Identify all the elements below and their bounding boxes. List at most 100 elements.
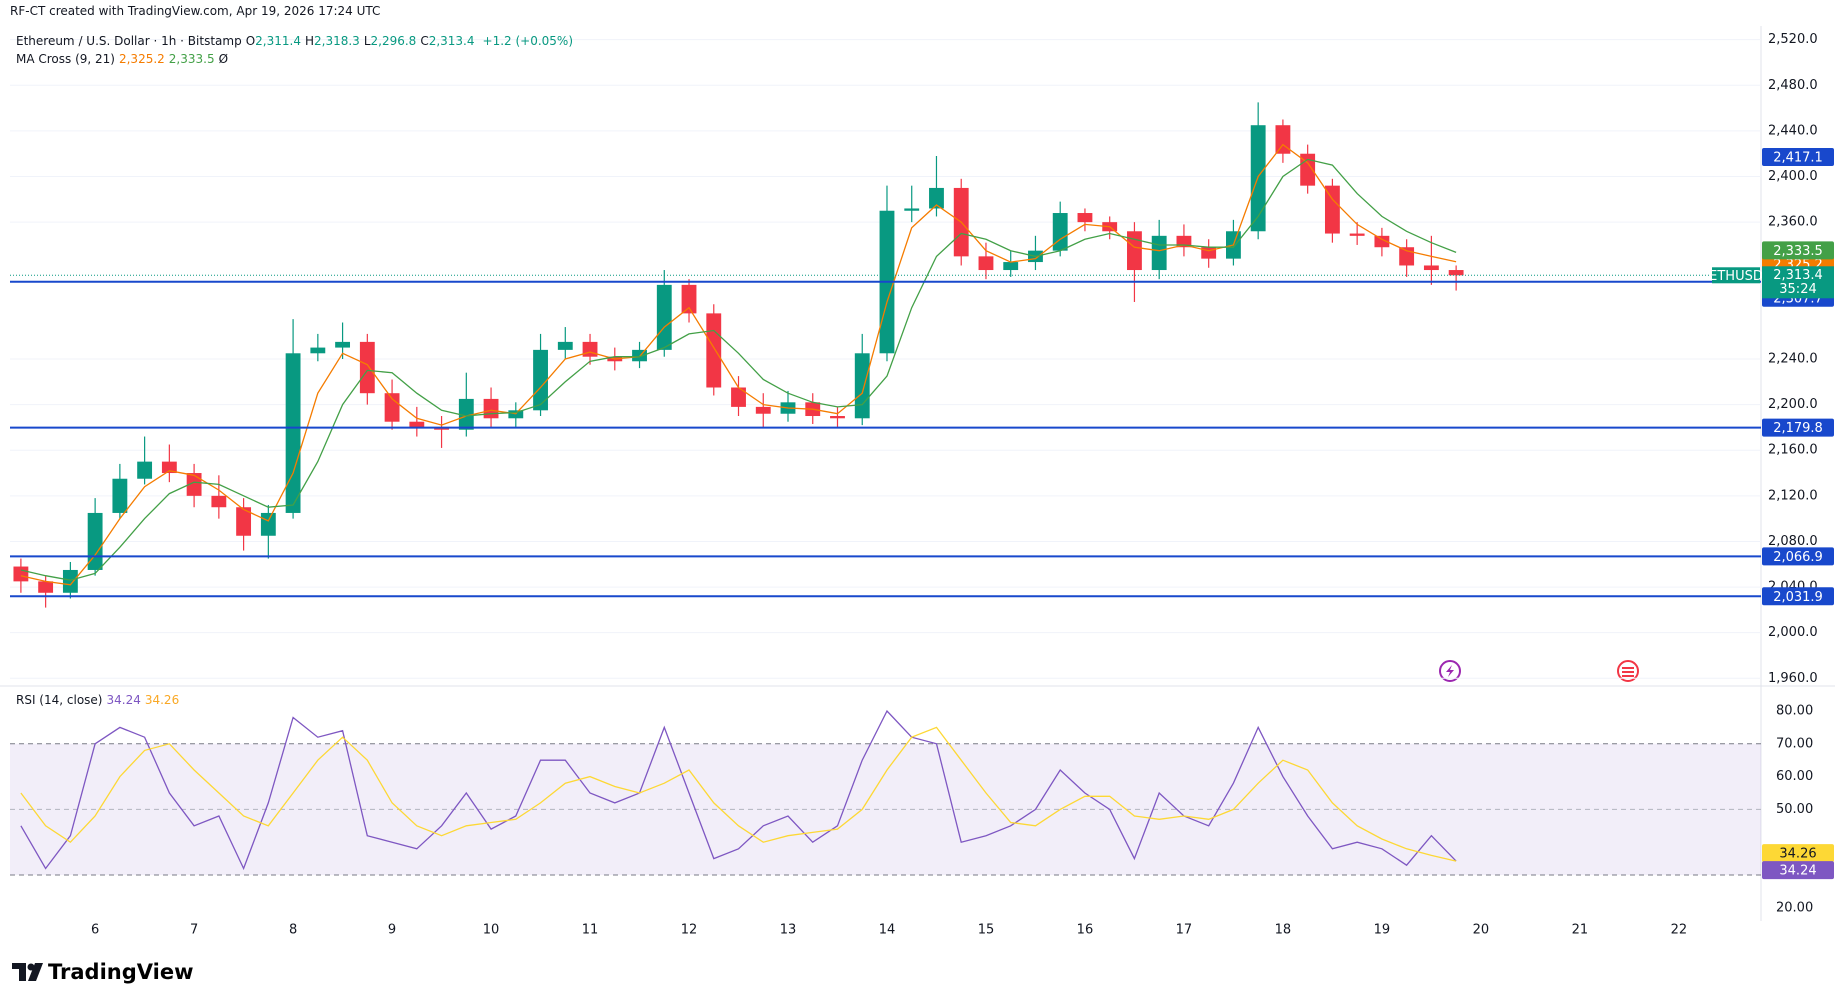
ohlc-value: 2,311.4 (255, 34, 301, 48)
y-tick-label: 2,240.0 (1768, 351, 1818, 366)
rsi-ma-value: 34.26 (144, 693, 180, 707)
x-tick-label: 11 (582, 923, 599, 938)
x-tick-label: 8 (289, 923, 297, 938)
candle-body (359, 341, 375, 394)
candle-body (483, 398, 499, 419)
candle-body (1399, 247, 1415, 266)
y-tick-label: 2,080.0 (1768, 534, 1818, 549)
candle-body (557, 341, 573, 350)
symbol-title: Ethereum / U.S. Dollar · 1h · Bitstamp (16, 34, 242, 48)
candle-body (458, 398, 474, 430)
candle-body (1003, 262, 1019, 271)
ohlc-value: 2,318.3 (314, 34, 360, 48)
ohlc-value: 2,313.4 (428, 34, 475, 48)
y-tick-label: 60.00 (1776, 769, 1813, 784)
candle-body (38, 581, 54, 593)
rsi-value: 34.24 (106, 693, 141, 707)
x-tick-label: 12 (681, 923, 698, 938)
y-tick-label: 2,000.0 (1768, 625, 1818, 640)
x-tick-label: 10 (483, 923, 500, 938)
price-label-box (1762, 587, 1834, 606)
change: +1.2 (+0.05%) (482, 34, 574, 48)
candle-body (260, 512, 276, 536)
price-label-box (1762, 148, 1834, 167)
rsi-title: RSI (14, close) (16, 693, 103, 707)
price-label: 34.26 (1779, 847, 1816, 862)
ohlc-value: 2,296.8 (370, 34, 417, 48)
price-label: 2,031.9 (1773, 590, 1823, 605)
x-tick-label: 13 (780, 923, 797, 938)
x-tick-label: 6 (91, 923, 99, 938)
ma-line (20, 158, 1457, 581)
candle-body (1324, 185, 1340, 234)
candle-body (1052, 213, 1068, 251)
candle-body (1176, 235, 1192, 248)
candle-body (533, 349, 548, 411)
ohlc-key: L (363, 34, 371, 48)
price-label-box (1762, 547, 1834, 566)
x-tick-label: 7 (190, 923, 198, 938)
price-label-box (1762, 861, 1834, 880)
ma-line (20, 143, 1457, 586)
candle-body (137, 461, 153, 479)
x-tick-label: 16 (1077, 923, 1094, 938)
candle-body (161, 461, 177, 474)
y-tick-label: 70.00 (1776, 736, 1813, 751)
x-tick-label: 22 (1671, 923, 1688, 938)
x-tick-label: 21 (1572, 923, 1589, 938)
candle-body (582, 341, 598, 357)
ma-fast-value: 2,325.2 (118, 52, 165, 66)
brand-name: TradingView (48, 960, 193, 984)
candle-body (830, 416, 845, 419)
candle-body (1423, 265, 1439, 271)
x-tick-label: 18 (1275, 923, 1292, 938)
candle-body (1077, 213, 1093, 223)
candle-body (285, 353, 301, 513)
candle-body (929, 187, 944, 209)
ma-slow-value: 2,333.5 (168, 52, 215, 66)
brand-logo (12, 963, 43, 981)
price-label: 34.24 (1779, 864, 1816, 879)
price-label-box (1762, 241, 1834, 260)
symbol-label: ETHUSD (1709, 269, 1763, 284)
candle-body (1201, 247, 1217, 259)
candle-body (1374, 235, 1390, 248)
y-tick-label: 2,480.0 (1768, 78, 1818, 93)
price-legend: Ethereum / U.S. Dollar · 1h · Bitstamp O2… (16, 34, 577, 48)
y-tick-label: 1,960.0 (1768, 671, 1818, 686)
x-tick-label: 15 (978, 923, 995, 938)
candle-body (310, 347, 326, 354)
candle-body (1275, 125, 1291, 154)
candle-body (731, 387, 746, 407)
y-tick-label: 2,360.0 (1768, 215, 1818, 230)
candle-body (1151, 235, 1167, 271)
created-note: RF-CT created with TradingView.com, Apr … (10, 4, 381, 18)
last-price-box (1762, 266, 1834, 299)
candle-body (112, 478, 128, 513)
candle-body (409, 421, 425, 428)
candle-body (211, 495, 227, 508)
y-tick-label: 2,520.0 (1768, 32, 1818, 47)
y-tick-label: 2,120.0 (1768, 488, 1818, 503)
event-icon (1617, 660, 1639, 682)
candle-body (706, 313, 722, 388)
x-tick-label: 19 (1374, 923, 1391, 938)
rsi-line (20, 726, 1457, 862)
price-label: 2,066.9 (1773, 550, 1823, 565)
candle-body (854, 353, 870, 419)
indicator-name: MA Cross (9, 21) (16, 52, 115, 66)
x-tick-label: 17 (1176, 923, 1193, 938)
candle-body (681, 284, 697, 314)
y-tick-label: 2,200.0 (1768, 397, 1818, 412)
candle-body (384, 393, 400, 422)
y-tick-label: 2,400.0 (1768, 169, 1818, 184)
ohlc-key: C (420, 34, 429, 48)
price-label-box (1762, 844, 1834, 863)
y-tick-label: 2,440.0 (1768, 123, 1818, 138)
candle-body (904, 208, 920, 211)
rsi-legend: RSI (14, close) 34.24 34.26 (16, 693, 183, 707)
candle-body (236, 507, 252, 536)
